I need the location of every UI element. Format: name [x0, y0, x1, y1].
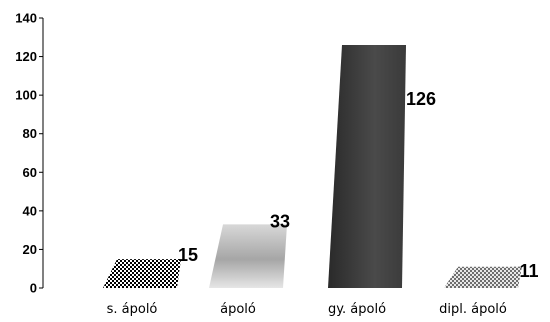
data-label: 126: [406, 89, 436, 109]
x-tick-label: gy. ápoló: [328, 302, 386, 317]
bar: [209, 224, 287, 288]
bar: [103, 259, 181, 288]
x-tick-label: s. ápoló: [107, 302, 158, 317]
y-tick-label: 60: [23, 165, 37, 180]
data-label: 33: [270, 211, 290, 231]
x-tick-label: dipl. ápoló: [439, 302, 507, 317]
y-tick-label: 120: [15, 49, 37, 64]
y-tick-label: 40: [23, 203, 37, 218]
data-label: 11: [519, 261, 538, 281]
bar: [444, 266, 522, 288]
y-tick-label: 140: [15, 11, 37, 26]
data-label: 15: [178, 245, 198, 265]
y-tick-label: 80: [23, 126, 37, 141]
y-tick-label: 20: [23, 242, 37, 257]
y-tick-label: 0: [30, 281, 37, 296]
bar: [328, 45, 406, 288]
x-tick-label: ápoló: [220, 302, 256, 317]
y-tick-label: 100: [15, 88, 37, 103]
